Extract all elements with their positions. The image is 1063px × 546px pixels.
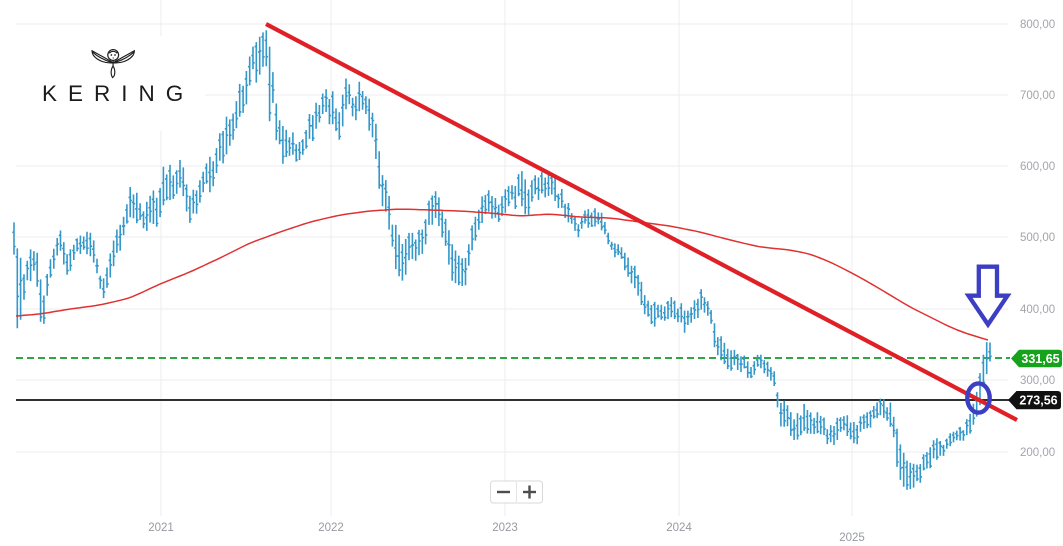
svg-text:500,00: 500,00 [1020,232,1055,244]
svg-text:200,00: 200,00 [1020,447,1055,459]
svg-text:2021: 2021 [148,522,174,534]
svg-text:KERING: KERING [42,81,194,106]
svg-text:273,56: 273,56 [1019,394,1057,408]
svg-text:300,00: 300,00 [1020,375,1055,387]
svg-text:600,00: 600,00 [1020,161,1055,173]
svg-text:2025: 2025 [839,532,865,544]
svg-text:400,00: 400,00 [1020,304,1055,316]
svg-text:2024: 2024 [666,522,692,534]
svg-text:331,65: 331,65 [1021,352,1059,366]
svg-text:700,00: 700,00 [1020,90,1055,102]
svg-text:2022: 2022 [318,522,344,534]
svg-text:800,00: 800,00 [1020,19,1055,31]
svg-text:2023: 2023 [492,522,518,534]
